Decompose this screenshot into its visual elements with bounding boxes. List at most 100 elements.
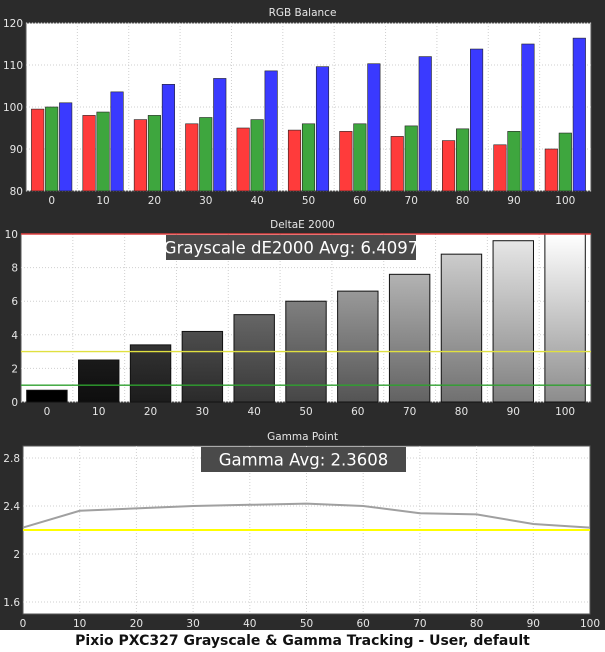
x-tick-label: 90 [507,406,520,418]
x-tick-label: 100 [555,195,575,207]
annotation-text: Gamma Avg: 2.3608 [219,451,389,470]
bar [470,48,484,192]
bar [442,140,456,192]
x-tick-label: 100 [555,406,575,418]
bar [521,43,535,192]
bar [390,136,404,192]
bar [147,115,161,192]
y-tick-label: 2 [13,549,20,561]
bar [199,117,213,192]
bar [250,119,264,192]
bar [404,125,418,192]
x-tick-label: 80 [455,406,468,418]
bar [367,63,381,192]
bar [492,240,534,403]
y-tick-label: 80 [10,186,23,198]
x-tick-label: 60 [351,406,364,418]
bar [181,330,224,403]
bar [233,314,275,403]
x-tick-label: 70 [405,195,418,207]
y-tick-label: 100 [3,102,23,114]
x-tick-label: 50 [299,406,312,418]
bar [236,127,250,192]
bar [440,253,483,403]
x-tick-label: 40 [250,195,263,207]
bar [287,129,302,192]
bar [129,344,172,403]
x-tick-label: 50 [302,195,315,207]
bar [544,148,558,192]
x-tick-label: 40 [243,618,256,630]
bar [31,108,45,192]
x-tick-label: 10 [92,406,105,418]
bar [493,144,507,192]
bar [185,123,199,192]
x-tick-label: 10 [73,618,86,630]
annotation-box [166,235,416,260]
x-tick-label: 20 [148,195,161,207]
bar [572,37,586,192]
y-tick-label: 4 [11,330,18,342]
x-tick-label: 90 [527,618,540,630]
x-tick-label: 50 [300,618,313,630]
bar [26,389,68,403]
y-tick-label: 90 [10,144,23,156]
x-tick-label: 20 [130,618,143,630]
annotation-box [201,447,406,472]
x-tick-label: 60 [353,195,366,207]
bar [213,78,227,192]
bar [78,359,120,403]
bar [315,66,330,192]
y-tick-label: 1.6 [3,597,20,609]
bar [544,233,586,403]
bar [82,115,96,192]
x-tick-label: 0 [20,618,27,630]
series-line [22,502,591,529]
bar [558,132,572,192]
chart-title: Gamma Point [267,431,338,443]
bar [353,123,367,192]
x-tick-label: 0 [48,195,55,207]
y-tick-label: 2.8 [3,453,20,465]
figure-caption: Pixio PXC327 Grayscale & Gamma Tracking … [0,630,605,652]
x-tick-label: 0 [44,406,51,418]
x-tick-label: 80 [470,618,483,630]
y-tick-label: 0 [11,397,18,409]
chart-panel-3: Gamma Point 1.6 2 2.4 2.8 0 10 20 30 40 50 60 70 80 90… [0,424,605,630]
bar [161,84,175,192]
y-tick-label: 2.4 [3,501,20,513]
x-tick-label: 10 [96,195,109,207]
bar [110,91,124,192]
x-tick-label: 60 [357,618,370,630]
bar [133,119,147,192]
x-tick-label: 30 [196,406,209,418]
x-tick-label: 70 [413,618,426,630]
y-tick-label: 110 [3,60,23,72]
bar [507,131,521,192]
bar [45,106,59,192]
x-tick-label: 90 [507,195,520,207]
x-tick-label: 30 [199,195,212,207]
bar [418,56,432,192]
y-tick-label: 2 [11,363,18,375]
y-tick-label: 120 [3,18,23,30]
bar [456,128,470,192]
bar [337,290,379,403]
y-tick-label: 6 [11,296,18,308]
x-tick-label: 20 [144,406,157,418]
bar [264,70,278,192]
y-tick-label: 8 [11,263,18,275]
bar [301,123,316,192]
annotation-text: Grayscale dE2000 Avg: 6.4097 [164,239,418,258]
x-tick-label: 40 [247,406,260,418]
bar [59,102,73,192]
bar [339,131,353,192]
bar [388,273,431,403]
bar [96,111,110,192]
chart-title: RGB Balance [269,7,337,19]
y-tick-label: 10 [5,229,18,241]
chart-title: DeltaE 2000 [270,219,335,231]
x-tick-label: 100 [580,618,600,630]
